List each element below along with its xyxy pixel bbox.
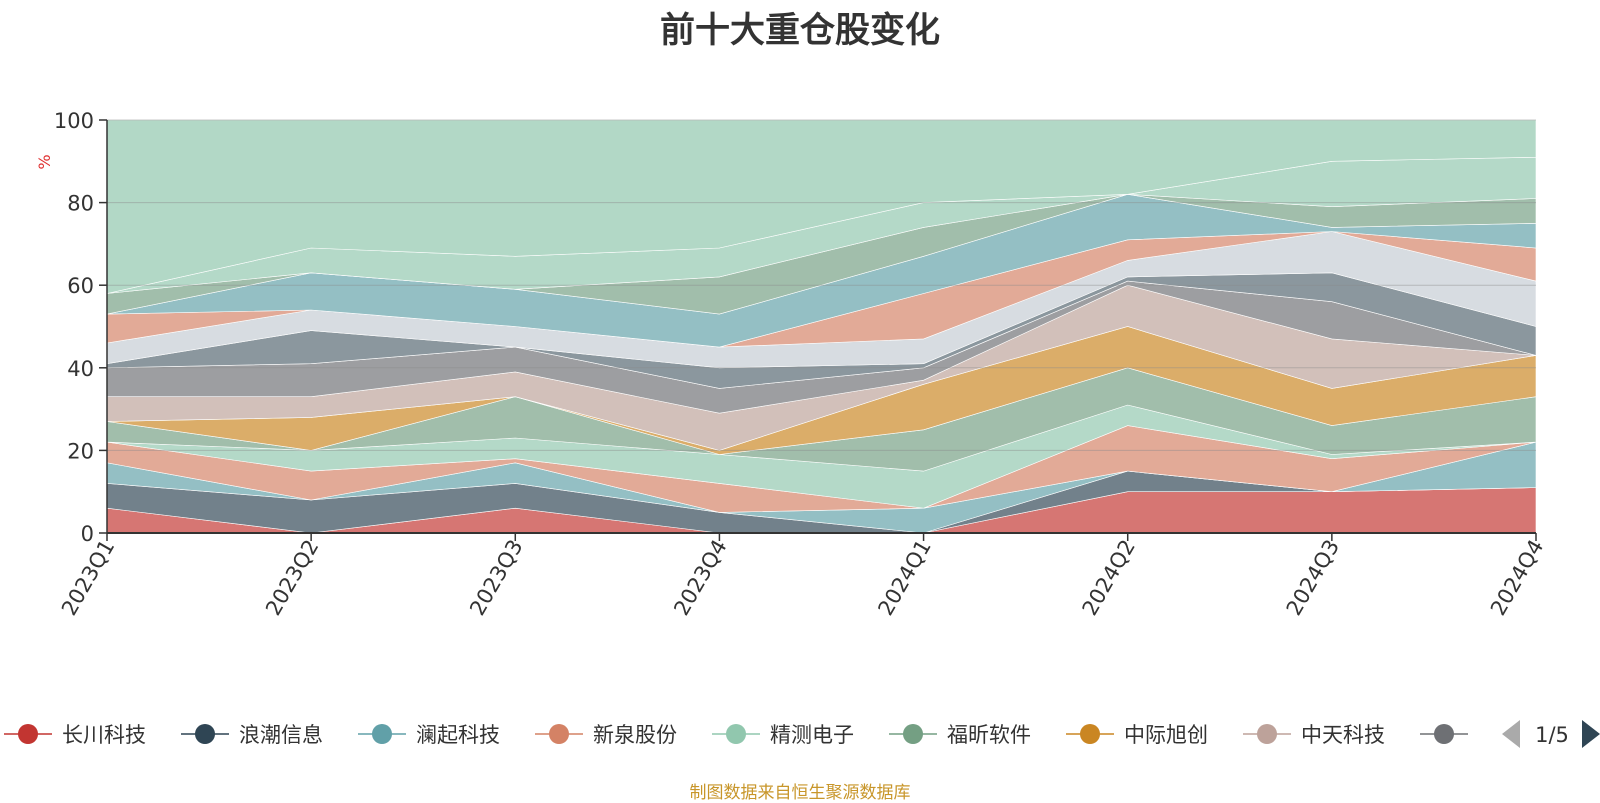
legend-marker-icon bbox=[726, 724, 746, 744]
source-note: 制图数据来自恒生聚源数据库 bbox=[689, 783, 911, 803]
y-tick-label: 60 bbox=[67, 274, 94, 298]
legend-item-1[interactable]: 浪潮信息 bbox=[181, 723, 323, 747]
legend-marker-icon bbox=[1257, 724, 1277, 744]
x-tick-label: 2023Q3 bbox=[465, 536, 527, 620]
legend-item-0[interactable]: 长川科技 bbox=[4, 723, 146, 747]
x-tick-label: 2024Q3 bbox=[1282, 536, 1344, 620]
x-tick-label: 2023Q4 bbox=[669, 536, 731, 620]
x-tick-label: 2024Q2 bbox=[1078, 536, 1140, 620]
legend-marker-icon bbox=[903, 724, 923, 744]
legend-label: 浪潮信息 bbox=[239, 723, 323, 747]
y-tick-label: 0 bbox=[81, 522, 94, 546]
legend-marker-icon bbox=[549, 724, 569, 744]
legend-label: 精测电子 bbox=[770, 723, 854, 747]
legend-label: 福昕软件 bbox=[947, 723, 1031, 747]
y-tick-label: 40 bbox=[67, 357, 94, 381]
legend-marker-icon bbox=[1080, 724, 1100, 744]
legend-page-indicator: 1/5 bbox=[1535, 723, 1569, 747]
y-tick-label: 100 bbox=[54, 109, 94, 133]
legend-marker-icon bbox=[1434, 724, 1454, 744]
triangle-left-icon[interactable] bbox=[1502, 720, 1520, 748]
x-tick-label: 2024Q4 bbox=[1486, 536, 1548, 620]
legend[interactable]: 长川科技 浪潮信息 澜起科技 新泉股份 精测电子 福昕软件 中际旭创 中天科技 1/5 bbox=[4, 720, 1600, 748]
plot-area bbox=[106, 119, 1537, 534]
legend-label: 中天科技 bbox=[1301, 723, 1385, 747]
legend-item-6[interactable]: 中际旭创 bbox=[1066, 723, 1208, 747]
x-tick-label: 2023Q1 bbox=[57, 536, 119, 620]
x-tick-label: 2024Q1 bbox=[873, 536, 935, 620]
y-axis-label: % bbox=[35, 154, 54, 169]
legend-item-7[interactable]: 中天科技 bbox=[1243, 723, 1385, 747]
legend-item-5[interactable]: 福昕软件 bbox=[889, 723, 1031, 747]
legend-marker-icon bbox=[18, 724, 38, 744]
legend-label: 长川科技 bbox=[62, 723, 146, 747]
y-tick-label: 80 bbox=[67, 192, 94, 216]
legend-label: 新泉股份 bbox=[593, 723, 677, 747]
chart-title: 前十大重仓股变化 bbox=[659, 11, 940, 51]
area-band-15 bbox=[106, 119, 1537, 294]
legend-marker-icon bbox=[372, 724, 392, 744]
grid-lines bbox=[107, 119, 1536, 451]
legend-item-3[interactable]: 新泉股份 bbox=[535, 723, 677, 747]
y-tick-label: 20 bbox=[67, 439, 94, 463]
legend-item-partial[interactable] bbox=[1420, 724, 1468, 744]
legend-label: 澜起科技 bbox=[416, 723, 500, 747]
legend-marker-icon bbox=[195, 724, 215, 744]
x-tick-label: 2023Q2 bbox=[261, 536, 323, 620]
legend-item-4[interactable]: 精测电子 bbox=[712, 723, 854, 747]
legend-label: 中际旭创 bbox=[1124, 723, 1208, 747]
triangle-right-icon[interactable] bbox=[1582, 720, 1600, 748]
legend-item-2[interactable]: 澜起科技 bbox=[358, 723, 500, 747]
